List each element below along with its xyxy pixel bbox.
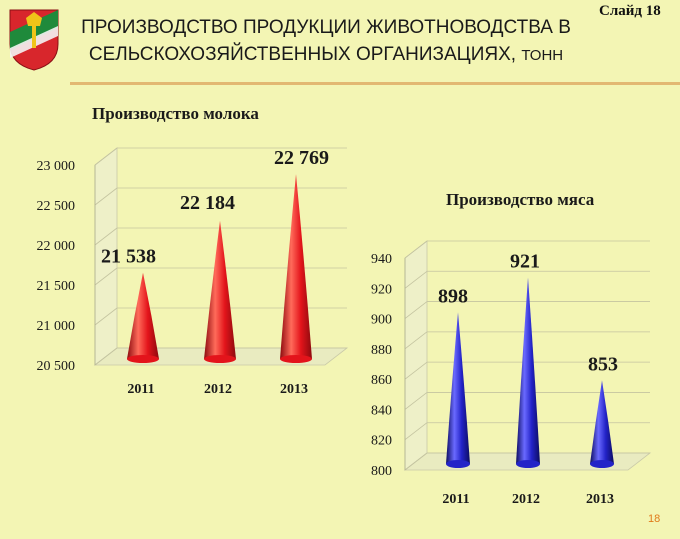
milk-xtick-label: 2013 <box>280 382 308 397</box>
meat-gridline-diag <box>404 361 428 380</box>
milk-gridline-diag <box>94 267 118 286</box>
meat-side-wall <box>404 240 428 471</box>
milk-gridline-diag <box>94 227 118 246</box>
meat-chart-group: 800 820 840 860 880 900 920 940 898 2011 921 2012 85… <box>371 240 652 507</box>
meat-ytick-label: 880 <box>371 343 392 358</box>
milk-ytick-label: 23 000 <box>37 159 76 174</box>
meat-data-label: 853 <box>588 353 618 375</box>
milk-xtick-label: 2012 <box>204 382 232 397</box>
title-line-2: СЕЛЬСКОХОЗЯЙСТВЕННЫХ ОРГАНИЗАЦИЯХ, ТОНН <box>66 41 586 69</box>
milk-ytick-label: 20 500 <box>37 359 76 374</box>
meat-ytick-label: 940 <box>371 252 392 267</box>
milk-chart-group: 20 500 21 000 21 500 22 000 22 500 23 000 21 5… <box>37 147 349 397</box>
meat-gridline-diag <box>404 422 428 441</box>
milk-data-label: 22 769 <box>274 147 329 169</box>
meat-ytick-label: 920 <box>371 282 392 297</box>
meat-cone-body <box>516 277 540 464</box>
meat-bar-2011 <box>446 312 470 468</box>
milk-cone-body <box>280 174 312 359</box>
meat-xtick-label: 2013 <box>586 492 614 507</box>
meat-xtick-label: 2012 <box>512 492 540 507</box>
milk-data-label: 22 184 <box>180 192 235 214</box>
milk-bar-2012 <box>204 220 236 363</box>
title-unit: ТОНН <box>521 47 564 64</box>
milk-ytick-label: 22 000 <box>37 239 76 254</box>
meat-gridline-diag <box>404 301 428 319</box>
meat-ytick-label: 900 <box>371 313 392 328</box>
milk-bar-2013 <box>280 174 312 363</box>
milk-cone-base <box>127 355 159 363</box>
milk-data-label: 21 538 <box>101 246 156 268</box>
milk-ytick-label: 21 000 <box>37 319 76 334</box>
region-emblem-icon <box>9 9 59 71</box>
meat-data-label: 898 <box>438 285 468 307</box>
meat-bar-2012 <box>516 277 540 468</box>
meat-gridline-diag <box>404 270 428 289</box>
milk-gridline-diag <box>94 187 118 206</box>
milk-gridline-diag <box>94 347 118 366</box>
meat-ytick-label: 840 <box>371 403 392 418</box>
meat-data-label: 921 <box>510 250 540 272</box>
page-number: 18 <box>648 513 661 525</box>
milk-ytick-label: 22 500 <box>37 199 76 214</box>
title-line-2-text: СЕЛЬСКОХОЗЯЙСТВЕННЫХ ОРГАНИЗАЦИЯХ, <box>88 44 517 65</box>
milk-xtick-label: 2011 <box>127 382 154 397</box>
meat-ytick-label: 860 <box>371 373 392 388</box>
milk-gridline-diag <box>94 307 118 326</box>
header-divider <box>70 82 680 85</box>
milk-cone-body <box>204 220 236 359</box>
milk-bar-2011 <box>127 272 159 363</box>
meat-gridline-diag <box>404 240 428 259</box>
header <box>0 0 680 80</box>
meat-ytick-label: 800 <box>371 464 392 479</box>
milk-ytick-label: 21 500 <box>37 279 76 294</box>
slide-label: Слайд 18 <box>599 3 661 19</box>
meat-cone-body <box>446 312 470 464</box>
meat-gridline-diag <box>404 452 428 471</box>
meat-chart-title: Производство мяса <box>446 190 595 209</box>
meat-cone-body <box>590 380 614 464</box>
page-title: ПРОИЗВОДСТВО ПРОДУКЦИИ ЖИВОТНОВОДСТВА В … <box>66 14 586 69</box>
milk-cone-body <box>127 272 159 359</box>
milk-gridline-diag <box>94 147 118 166</box>
meat-gridline-diag <box>404 392 428 410</box>
meat-cone-base <box>590 460 614 468</box>
milk-chart-title: Производство молока <box>92 104 259 123</box>
meat-xtick-label: 2011 <box>442 492 469 507</box>
meat-ytick-label: 820 <box>371 434 392 449</box>
milk-cone-base <box>280 355 312 363</box>
meat-gridline-diag <box>404 331 428 350</box>
milk-cone-base <box>204 355 236 363</box>
meat-cone-base <box>516 460 540 468</box>
title-line-1: ПРОИЗВОДСТВО ПРОДУКЦИИ ЖИВОТНОВОДСТВА В <box>81 17 571 38</box>
meat-bar-2013 <box>590 380 614 468</box>
meat-cone-base <box>446 460 470 468</box>
